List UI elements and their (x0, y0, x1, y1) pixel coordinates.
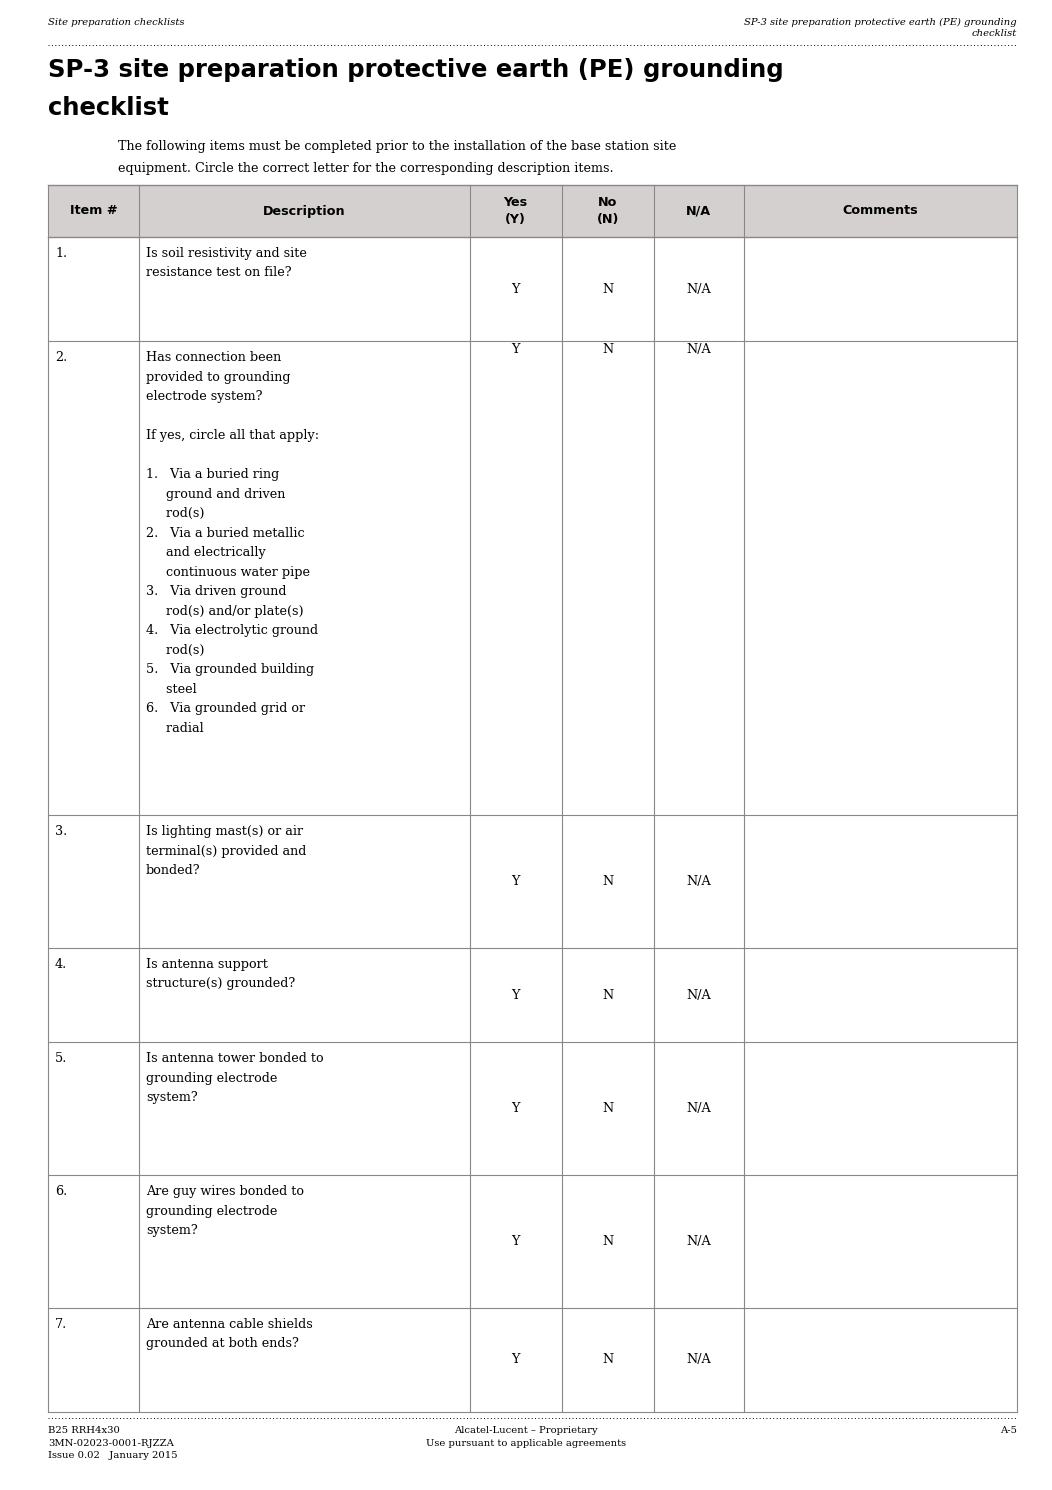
Text: Y: Y (511, 875, 520, 888)
Text: N: N (602, 1103, 613, 1116)
Text: checklist: checklist (48, 95, 168, 121)
Text: N: N (602, 988, 613, 1001)
Text: system?: system? (146, 1092, 198, 1104)
Text: electrode system?: electrode system? (146, 390, 263, 404)
Text: Yes
(Y): Yes (Y) (504, 197, 528, 225)
Text: Y: Y (511, 988, 520, 1001)
Text: Comments: Comments (843, 204, 918, 218)
Text: Are antenna cable shields: Are antenna cable shields (146, 1317, 312, 1331)
Text: N/A: N/A (686, 1235, 711, 1249)
Text: structure(s) grounded?: structure(s) grounded? (146, 977, 296, 991)
Text: B25 RRH4x30
3MN-02023-0001-RJZZA
Issue 0.02   January 2015: B25 RRH4x30 3MN-02023-0001-RJZZA Issue 0… (48, 1426, 178, 1460)
Text: rod(s) and/or plate(s): rod(s) and/or plate(s) (146, 605, 304, 618)
Text: resistance test on file?: resistance test on file? (146, 267, 291, 280)
Text: terminal(s) provided and: terminal(s) provided and (146, 845, 306, 858)
Text: steel: steel (146, 682, 197, 696)
Text: grounding electrode: grounding electrode (146, 1071, 278, 1085)
Text: N/A: N/A (686, 343, 711, 356)
Text: rod(s): rod(s) (146, 507, 204, 520)
Text: SP-3 site preparation protective earth (PE) grounding: SP-3 site preparation protective earth (… (48, 58, 784, 82)
Text: continuous water pipe: continuous water pipe (146, 566, 310, 578)
Text: Site preparation checklists: Site preparation checklists (48, 18, 184, 27)
Text: Item #: Item # (69, 204, 118, 218)
Text: grounded at both ends?: grounded at both ends? (146, 1337, 299, 1350)
Text: 1.: 1. (55, 247, 67, 259)
Text: 6.: 6. (55, 1185, 67, 1198)
Text: Alcatel-Lucent – Proprietary
Use pursuant to applicable agreements: Alcatel-Lucent – Proprietary Use pursuan… (426, 1426, 626, 1447)
Text: Is lighting mast(s) or air: Is lighting mast(s) or air (146, 825, 303, 837)
Bar (48, 185, 1017, 237)
Text: 1.   Via a buried ring: 1. Via a buried ring (146, 468, 280, 481)
Text: N/A: N/A (686, 204, 711, 218)
Text: 5.: 5. (55, 1052, 67, 1065)
Text: N: N (602, 1353, 613, 1366)
Text: SP-3 site preparation protective earth (PE) grounding
checklist: SP-3 site preparation protective earth (… (745, 18, 1017, 37)
Text: Y: Y (511, 1235, 520, 1249)
Text: and electrically: and electrically (146, 547, 266, 559)
Text: 3.   Via driven ground: 3. Via driven ground (146, 586, 286, 597)
Text: radial: radial (146, 721, 204, 735)
Text: Y: Y (511, 343, 520, 356)
Text: Description: Description (263, 204, 346, 218)
Text: 2.   Via a buried metallic: 2. Via a buried metallic (146, 527, 305, 539)
Text: N/A: N/A (686, 1103, 711, 1116)
Text: N/A: N/A (686, 988, 711, 1001)
Text: provided to grounding: provided to grounding (146, 371, 290, 384)
Text: Are guy wires bonded to: Are guy wires bonded to (146, 1185, 304, 1198)
Text: N: N (602, 875, 613, 888)
Text: The following items must be completed prior to the installation of the base stat: The following items must be completed pr… (118, 140, 676, 153)
Text: N/A: N/A (686, 1353, 711, 1366)
Text: N/A: N/A (686, 875, 711, 888)
Text: If yes, circle all that apply:: If yes, circle all that apply: (146, 429, 319, 443)
Text: N: N (602, 283, 613, 295)
Text: Is antenna tower bonded to: Is antenna tower bonded to (146, 1052, 324, 1065)
Text: N/A: N/A (686, 283, 711, 295)
Text: ground and driven: ground and driven (146, 487, 285, 501)
Text: 2.: 2. (55, 352, 67, 364)
Text: bonded?: bonded? (146, 864, 201, 878)
Text: 6.   Via grounded grid or: 6. Via grounded grid or (146, 702, 305, 715)
Text: 3.: 3. (55, 825, 67, 837)
Text: system?: system? (146, 1225, 198, 1237)
Text: Is antenna support: Is antenna support (146, 958, 268, 970)
Text: Y: Y (511, 1353, 520, 1366)
Text: N: N (602, 343, 613, 356)
Text: Has connection been: Has connection been (146, 352, 281, 364)
Text: grounding electrode: grounding electrode (146, 1204, 278, 1217)
Text: Is soil resistivity and site: Is soil resistivity and site (146, 247, 307, 259)
Text: rod(s): rod(s) (146, 644, 204, 657)
Text: 4.   Via electrolytic ground: 4. Via electrolytic ground (146, 624, 318, 638)
Text: A-5: A-5 (1000, 1426, 1017, 1435)
Text: 4.: 4. (55, 958, 67, 970)
Text: No
(N): No (N) (596, 197, 619, 225)
Text: 5.   Via grounded building: 5. Via grounded building (146, 663, 315, 676)
Text: N: N (602, 1235, 613, 1249)
Text: 7.: 7. (55, 1317, 67, 1331)
Text: Y: Y (511, 1103, 520, 1116)
Text: equipment. Circle the correct letter for the corresponding description items.: equipment. Circle the correct letter for… (118, 162, 613, 174)
Text: Y: Y (511, 283, 520, 295)
